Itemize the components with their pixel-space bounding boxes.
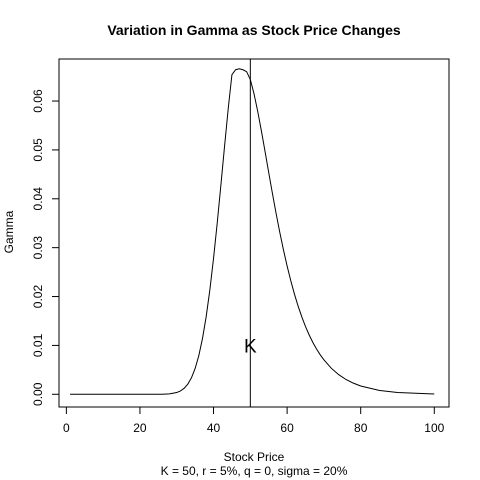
x-tick-label: 100 (424, 421, 444, 435)
y-tick-label: 0.00 (31, 382, 45, 406)
y-tick-label: 0.03 (31, 236, 45, 260)
x-axis-label: Stock Price (224, 450, 285, 464)
series-group (70, 68, 435, 395)
x-tick-label: 60 (280, 421, 294, 435)
strike-annotation: K (244, 336, 257, 357)
annotation-group: K (244, 336, 257, 357)
y-axis: 0.00 0.01 0.02 0.03 0.04 0.05 0.06 (31, 89, 60, 406)
y-tick-label: 0.02 (31, 285, 45, 309)
y-tick-label: 0.01 (31, 333, 45, 357)
x-tick-label: 80 (354, 421, 368, 435)
gamma-curve (70, 68, 435, 395)
y-tick-label: 0.04 (31, 187, 45, 211)
y-tick-label: 0.06 (31, 89, 45, 113)
y-axis-label: Gamma (2, 210, 16, 253)
x-tick-label: 0 (63, 421, 70, 435)
chart-title: Variation in Gamma as Stock Price Change… (107, 22, 401, 38)
y-tick-label: 0.05 (31, 138, 45, 162)
x-tick-label: 40 (207, 421, 221, 435)
chart-subtitle: K = 50, r = 5%, q = 0, sigma = 20% (161, 464, 348, 478)
x-axis: 0 20 40 60 80 100 (63, 406, 445, 435)
x-tick-label: 20 (133, 421, 147, 435)
